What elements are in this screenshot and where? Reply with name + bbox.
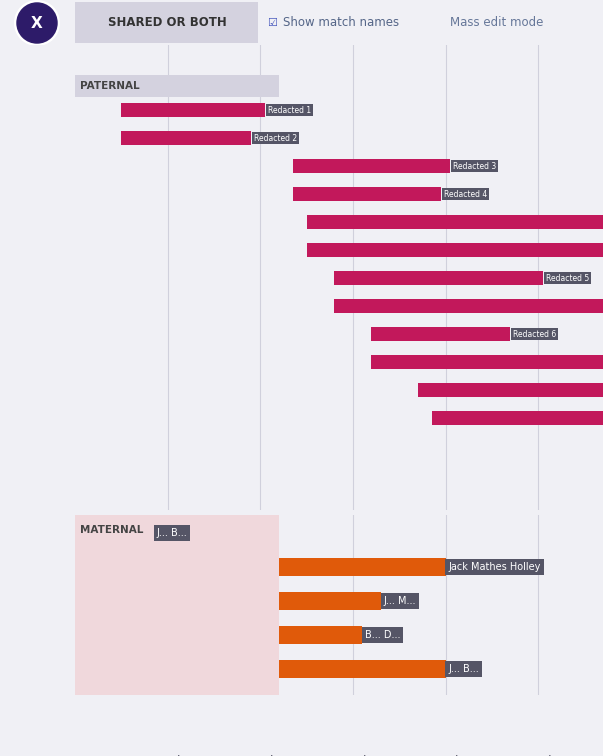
FancyBboxPatch shape <box>75 75 279 97</box>
Bar <box>154 592 380 610</box>
Text: Redacted 6: Redacted 6 <box>513 330 557 339</box>
Text: PATERNAL: PATERNAL <box>80 81 139 91</box>
Text: Redacted 1: Redacted 1 <box>268 106 311 114</box>
Bar <box>195 626 362 644</box>
Text: ☑: ☑ <box>267 18 277 28</box>
Bar <box>306 215 603 229</box>
Bar <box>418 383 603 397</box>
Bar <box>126 524 154 542</box>
Bar <box>292 159 450 173</box>
Bar <box>126 558 446 576</box>
Text: J... M...: J... M... <box>384 596 416 606</box>
Bar <box>292 187 441 201</box>
Text: MATERNAL: MATERNAL <box>80 525 143 535</box>
Bar <box>335 271 543 285</box>
Bar <box>204 660 446 678</box>
Circle shape <box>17 3 57 43</box>
Bar <box>432 411 603 425</box>
Text: J... B...: J... B... <box>157 528 188 538</box>
Text: SHARED OR BOTH: SHARED OR BOTH <box>107 17 226 29</box>
Bar <box>371 327 510 341</box>
Text: Mass edit mode: Mass edit mode <box>450 17 543 29</box>
Text: Redacted 5: Redacted 5 <box>546 274 589 283</box>
FancyBboxPatch shape <box>75 2 258 43</box>
Bar <box>335 299 603 313</box>
Text: Redacted 2: Redacted 2 <box>254 134 297 142</box>
Text: B... D...: B... D... <box>365 630 400 640</box>
Bar <box>306 243 603 257</box>
Bar <box>121 103 265 117</box>
Bar <box>371 355 603 369</box>
Text: Jack Mathes Holley: Jack Mathes Holley <box>448 562 541 572</box>
Bar <box>121 131 251 145</box>
Text: Show match names: Show match names <box>283 17 399 29</box>
Text: Redacted 3: Redacted 3 <box>453 162 496 171</box>
FancyBboxPatch shape <box>75 515 279 695</box>
Text: Redacted 4: Redacted 4 <box>444 190 487 199</box>
Text: X: X <box>31 16 43 30</box>
Text: J... B...: J... B... <box>448 664 479 674</box>
